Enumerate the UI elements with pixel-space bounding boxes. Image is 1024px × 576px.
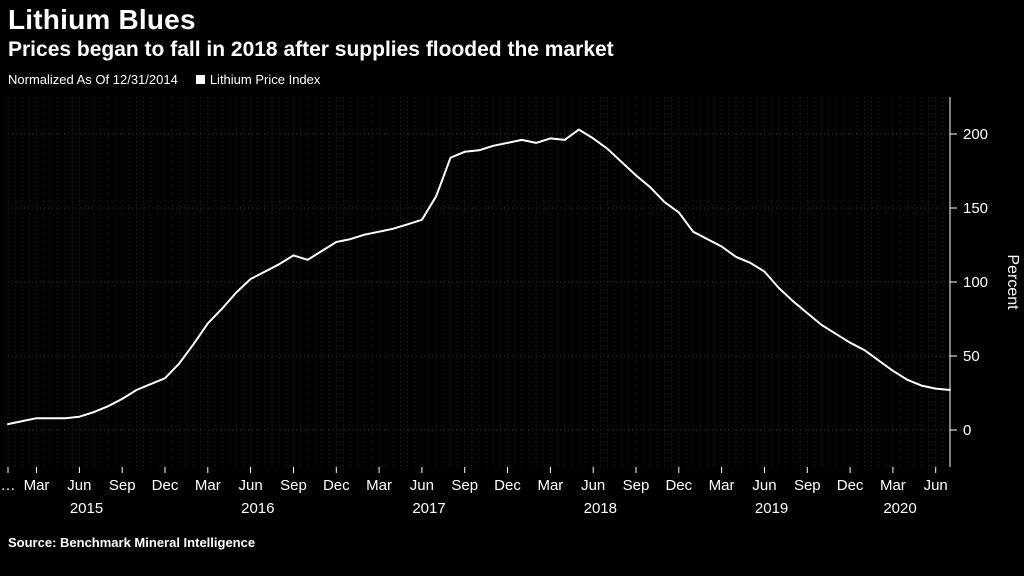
- y-tick-label: 100: [963, 274, 988, 291]
- x-tick-label: Sep: [109, 477, 136, 494]
- x-tick-label: Mar: [709, 477, 735, 494]
- x-tick-label: Sep: [623, 477, 650, 494]
- lithium-price-line: [7, 128, 951, 426]
- x-axis: … Mar Jun Sep Dec Mar Jun Sep Dec Mar Jun Sep Dec Mar…: [1, 467, 948, 517]
- year-tick-label: 2016: [241, 500, 274, 517]
- chart-legend: Normalized As Of 12/31/2014 Lithium Pric…: [8, 72, 1016, 87]
- x-tick-label: Sep: [794, 477, 821, 494]
- x-tick-label: Mar: [24, 477, 50, 494]
- x-tick-label: Jun: [239, 477, 263, 494]
- x-tick-label: Mar: [195, 477, 221, 494]
- x-tick-label: Mar: [880, 477, 906, 494]
- x-tick-label: Mar: [366, 477, 392, 494]
- y-tick-label: 50: [963, 348, 980, 365]
- year-tick-label: 2018: [584, 500, 617, 517]
- legend-series-label: Lithium Price Index: [209, 72, 321, 88]
- x-tick-label: Sep: [280, 477, 307, 494]
- grid-lines: [7, 97, 951, 468]
- lithium-price-chart: 0 50 100 150 200 Percent … Mar Jun Sep Dec Mar Jun Se…: [1, 97, 1021, 517]
- y-axis-title: Percent: [1004, 255, 1021, 311]
- y-tick-label: 200: [963, 126, 988, 143]
- chart-subtitle: Prices began to fall in 2018 after suppl…: [8, 38, 614, 62]
- x-tick-label: Dec: [494, 477, 521, 494]
- x-tick-label: …: [1, 477, 16, 494]
- legend-normalized-label: Normalized As Of 12/31/2014: [8, 72, 178, 88]
- x-tick-label: Jun: [752, 477, 776, 494]
- page-title: Lithium Blues: [8, 4, 196, 35]
- x-tick-label: Jun: [581, 477, 605, 494]
- source-credit: Source: Benchmark Mineral Intelligence: [8, 535, 256, 551]
- x-tick-label: Jun: [924, 477, 948, 494]
- chart-header: Lithium Blues Prices began to fall in 20…: [0, 0, 1024, 87]
- x-tick-label: Mar: [537, 477, 563, 494]
- x-tick-label: Dec: [323, 477, 350, 494]
- legend-series-entry: Lithium Price Index: [195, 72, 321, 88]
- year-tick-label: 2015: [70, 500, 103, 517]
- series-swatch-icon: [195, 75, 205, 85]
- x-tick-label: Dec: [837, 477, 864, 494]
- x-tick-label: Dec: [152, 477, 179, 494]
- x-tick-label: Jun: [67, 477, 91, 494]
- x-tick-label: Dec: [665, 477, 692, 494]
- year-tick-label: 2020: [883, 500, 916, 517]
- y-tick-label: 150: [963, 200, 988, 217]
- x-tick-label: Jun: [410, 477, 434, 494]
- y-tick-label: 0: [963, 422, 971, 439]
- year-tick-label: 2017: [412, 500, 445, 517]
- y-axis: 0 50 100 150 200 Percent: [949, 97, 1021, 468]
- x-tick-label: Sep: [451, 477, 478, 494]
- year-tick-label: 2019: [755, 500, 788, 517]
